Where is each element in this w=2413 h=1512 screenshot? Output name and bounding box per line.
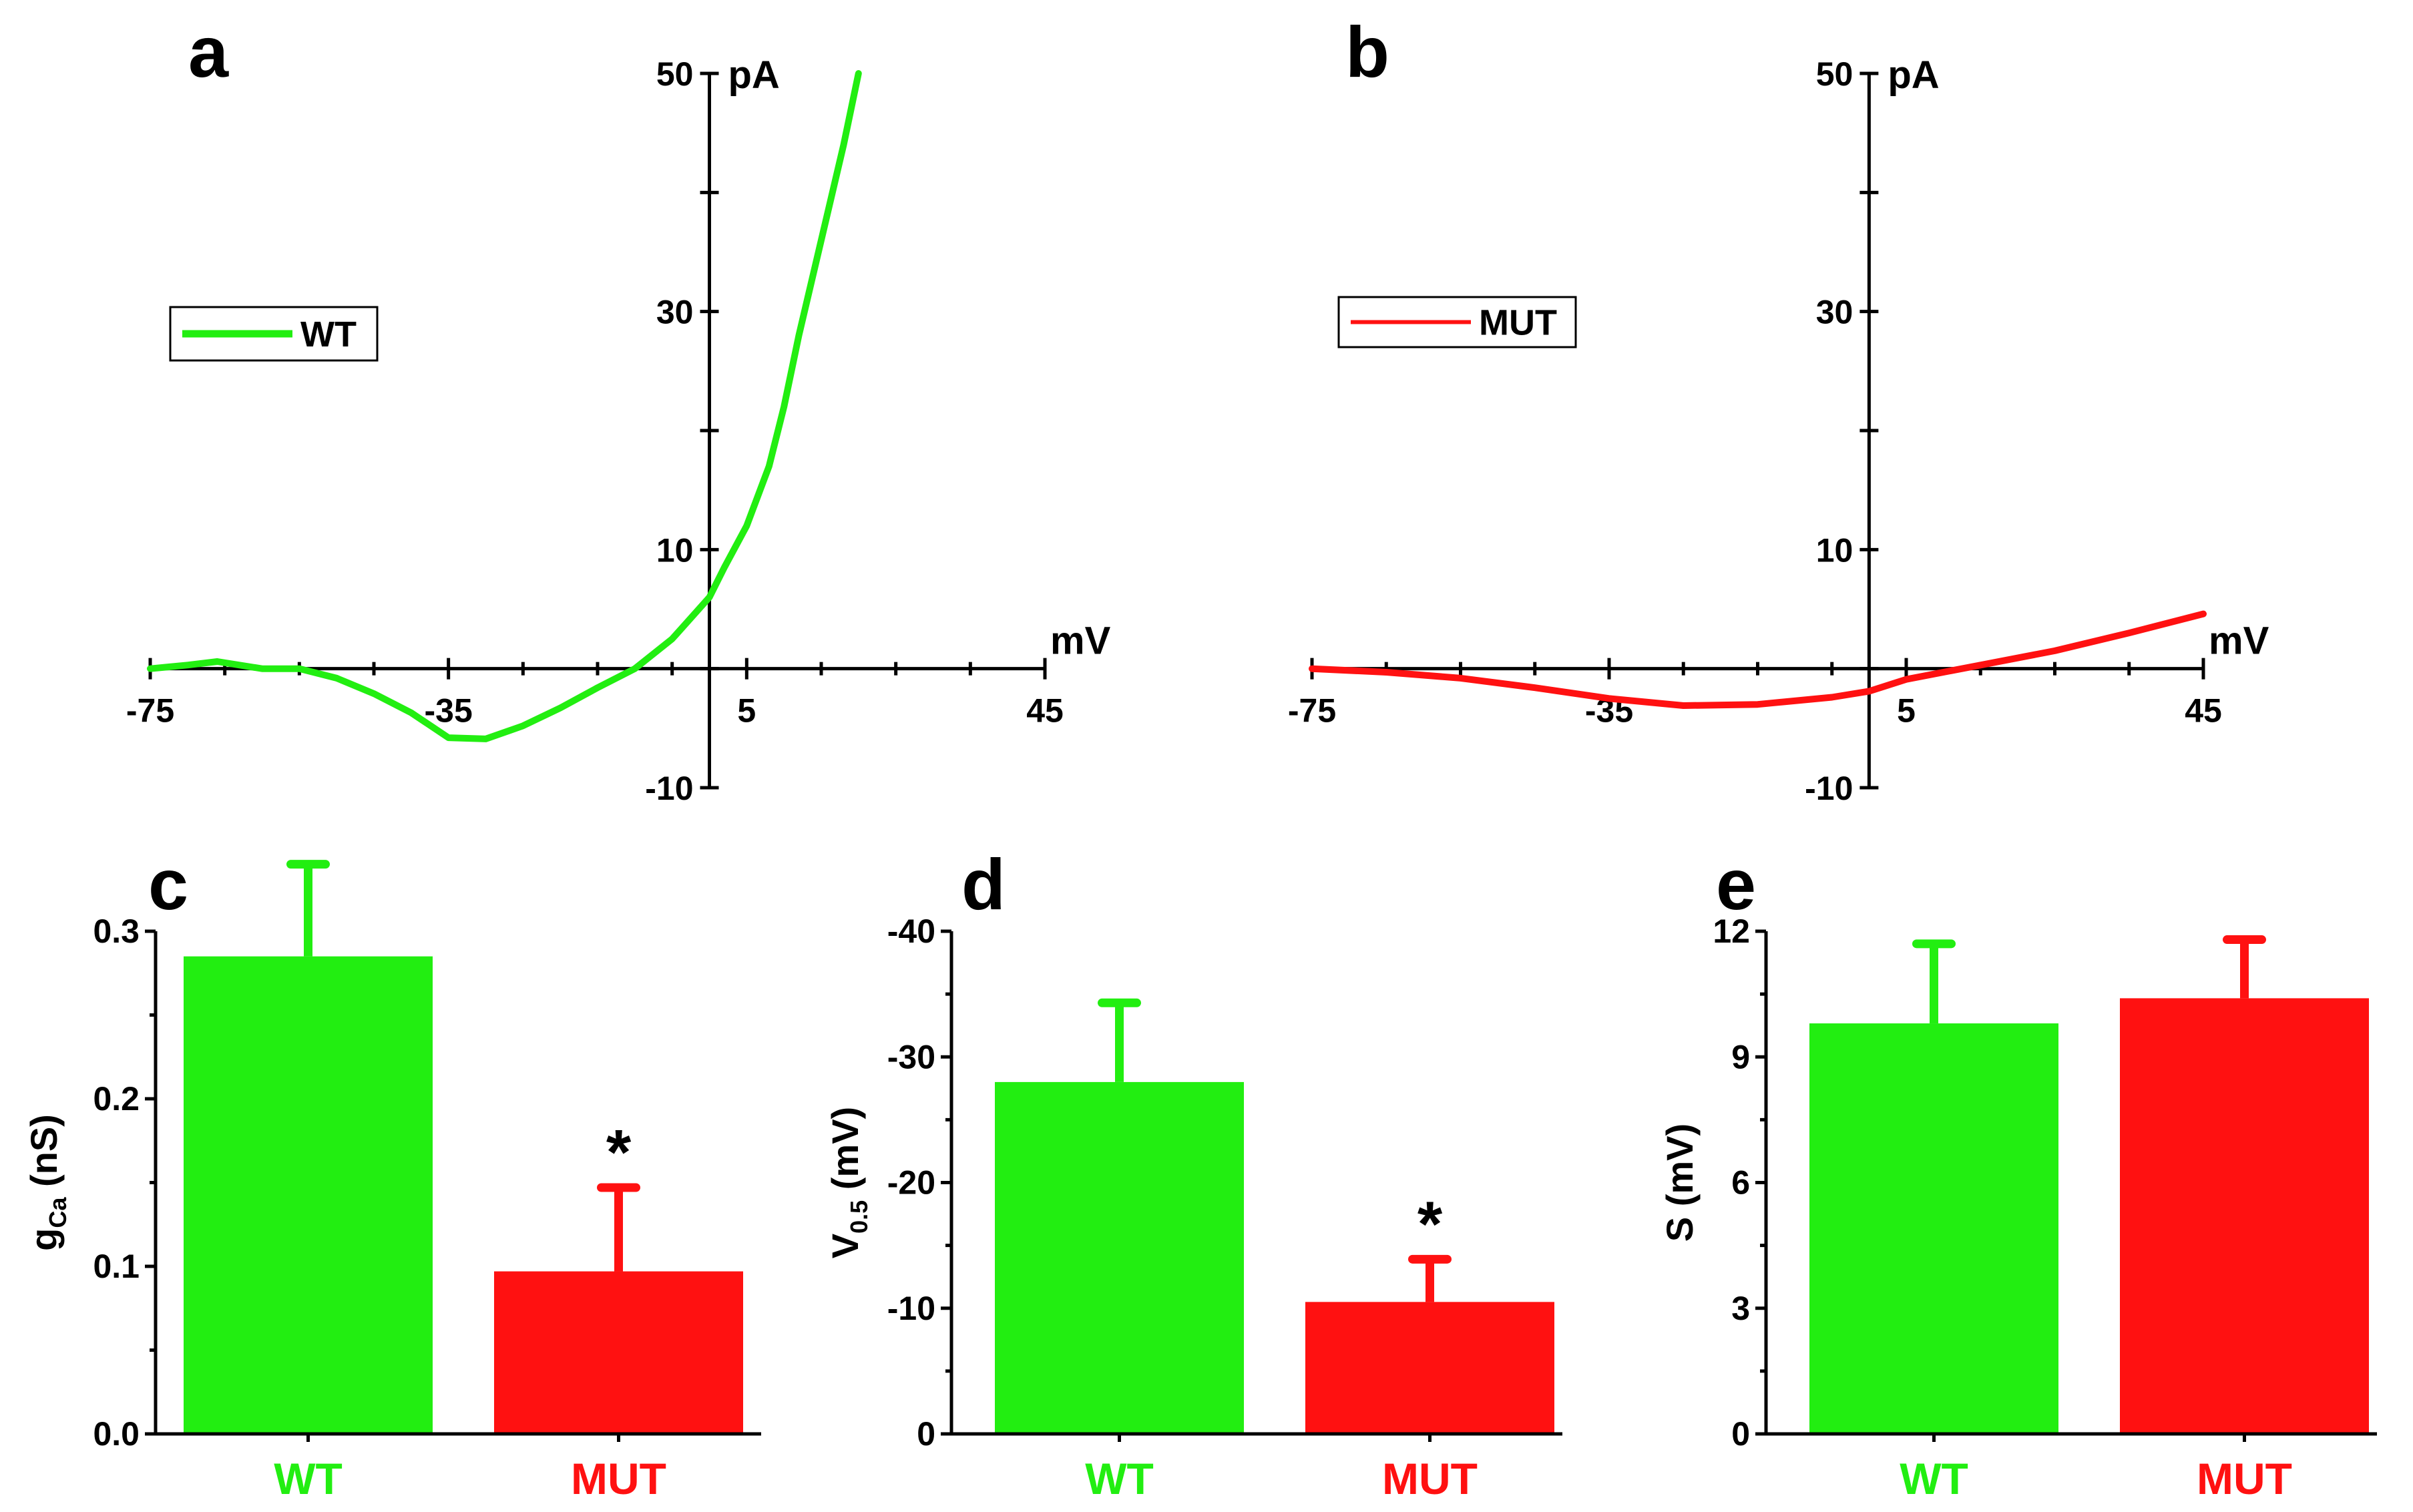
y-axis-title: S (mV) <box>1659 1123 1701 1242</box>
y-axis-title-unit: (nS) <box>23 1114 65 1197</box>
data-series-line <box>147 70 862 742</box>
y-axis-title-unit: (mV) <box>1659 1123 1701 1217</box>
y-tick-label: 9 <box>1731 1038 1750 1075</box>
legend-label: MUT <box>1479 303 1557 343</box>
category-label: WT <box>1900 1454 1968 1503</box>
y-tick-label: 10 <box>1816 531 1853 569</box>
x-unit-label: mV <box>1050 619 1111 663</box>
y-tick-label: 10 <box>656 531 694 569</box>
y-tick-label: 3 <box>1731 1290 1750 1327</box>
category-label: MUT <box>2197 1454 2292 1503</box>
panel-c-gca-bar-chart: c WT * MUT 0.0 0.1 0.2 0.3 gCa (nS) <box>23 844 761 1503</box>
y-tick-label: 50 <box>656 55 694 93</box>
panel-label: c <box>148 844 188 925</box>
y-axis-title-main: g <box>23 1228 65 1251</box>
bar-wt <box>1809 1023 2058 1434</box>
y-tick-label: 30 <box>1816 294 1853 331</box>
y-tick-label: 30 <box>656 294 694 331</box>
y-tick-label: 0 <box>1731 1415 1750 1453</box>
y-tick-label: -30 <box>887 1038 935 1075</box>
panel-d-v05-bar-chart: d WT * MUT 0 -10 -20 -30 -40 V0.5 (mV) <box>824 844 1562 1503</box>
y-axis-title-main: V <box>824 1234 866 1258</box>
x-tick-label: 45 <box>2185 692 2222 730</box>
y-tick-label: -10 <box>1805 770 1853 807</box>
y-axis-title-main: S <box>1659 1217 1701 1242</box>
x-tick-label: 5 <box>1897 692 1916 730</box>
y-axis-title-subscript: 0.5 <box>845 1200 873 1234</box>
panel-label: e <box>1716 844 1756 925</box>
y-tick-label: 12 <box>1713 913 1750 950</box>
bar-wt <box>995 1081 1244 1434</box>
significance-marker: * <box>606 1117 632 1188</box>
category-label: WT <box>1085 1454 1154 1503</box>
y-tick-label: 0.2 <box>93 1080 140 1117</box>
x-tick-label: -75 <box>126 692 174 730</box>
y-tick-label: 0 <box>917 1415 935 1453</box>
data-series-line <box>1309 610 2207 709</box>
legend-label: WT <box>300 314 357 354</box>
y-tick-label: -40 <box>887 913 935 950</box>
category-label: MUT <box>1382 1454 1478 1503</box>
x-tick-label: -75 <box>1288 692 1336 730</box>
y-axis-title-subscript: Ca <box>44 1197 71 1228</box>
y-axis-title: V0.5 (mV) <box>824 1107 873 1258</box>
y-tick-label: 50 <box>1816 55 1853 93</box>
x-tick-label: 45 <box>1026 692 1064 730</box>
panel-label: a <box>188 11 229 92</box>
y-tick-label: -10 <box>645 770 693 807</box>
bar-mut <box>2120 998 2369 1434</box>
y-unit-label: pA <box>728 53 780 97</box>
panel-e-slope-bar-chart: e WT MUT 0 3 6 9 12 S (mV) <box>1659 844 2377 1503</box>
bar-wt <box>184 956 433 1434</box>
category-label: WT <box>274 1454 343 1503</box>
y-tick-label: 0.3 <box>93 913 140 950</box>
panel-label: d <box>961 844 1006 925</box>
y-axis-title: gCa (nS) <box>23 1114 71 1251</box>
bar-mut <box>1305 1302 1554 1434</box>
y-unit-label: pA <box>1888 53 1939 97</box>
y-tick-label: -20 <box>887 1164 935 1202</box>
y-tick-label: 0.1 <box>93 1248 140 1285</box>
y-tick-label: -10 <box>887 1290 935 1327</box>
x-tick-label: 5 <box>737 692 756 730</box>
panel-label: b <box>1345 11 1389 92</box>
category-label: MUT <box>571 1454 666 1503</box>
x-unit-label: mV <box>2209 619 2269 663</box>
bar-mut <box>494 1271 743 1434</box>
y-axis-title-unit: (mV) <box>824 1107 866 1200</box>
significance-marker: * <box>1417 1188 1443 1260</box>
y-tick-label: 0.0 <box>93 1415 140 1453</box>
y-tick-label: 6 <box>1731 1164 1750 1202</box>
